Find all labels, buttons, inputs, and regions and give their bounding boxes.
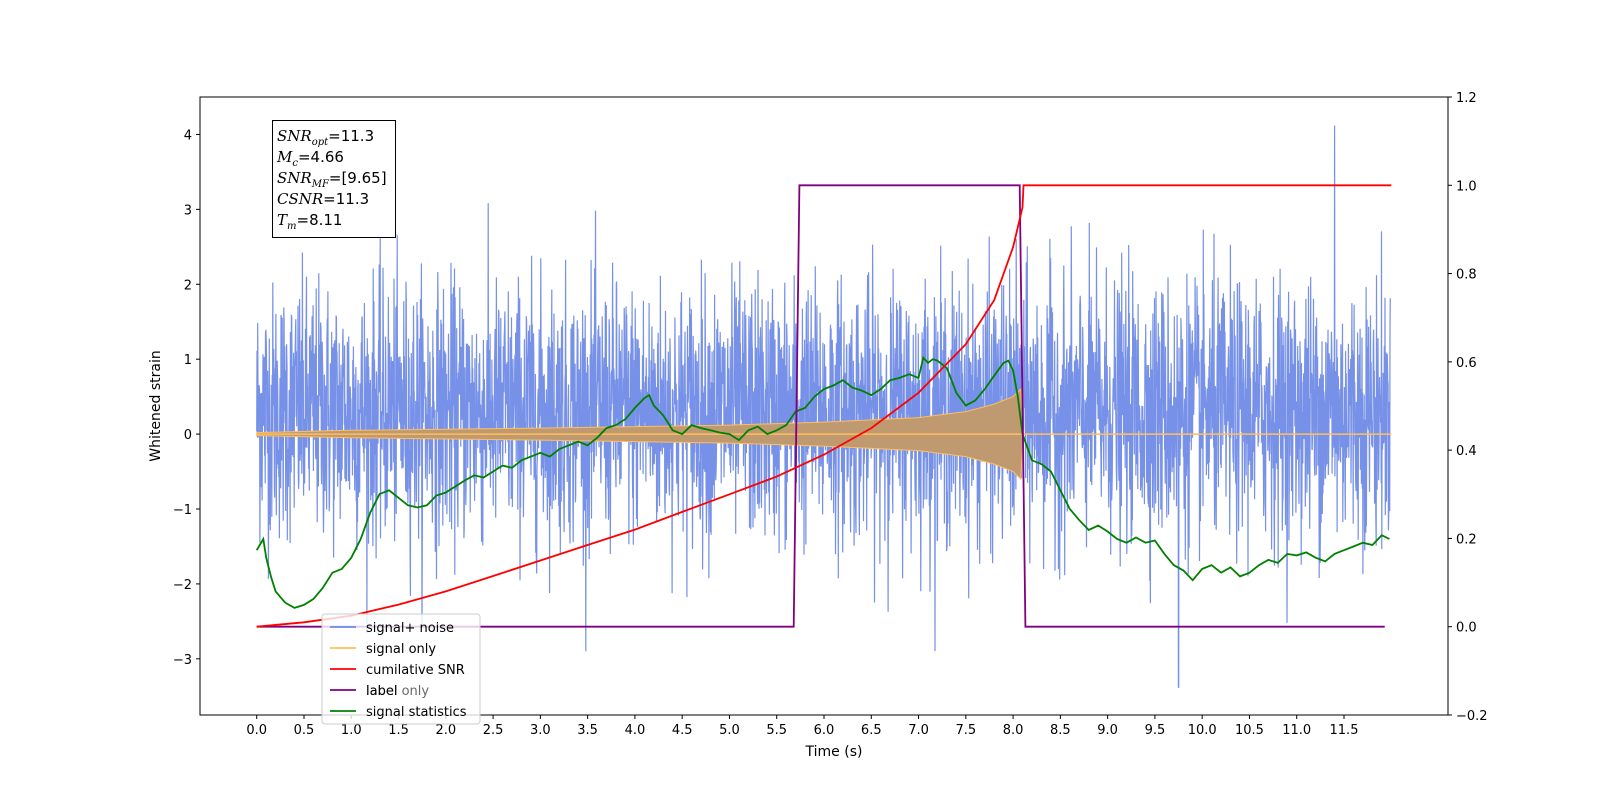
label-line — [256, 184, 1385, 628]
x-tick-label: 1.5 — [388, 723, 409, 738]
y-tick-label: 3 — [184, 203, 192, 218]
x-tick-label: 6.0 — [814, 723, 835, 738]
legend-label-label: label — [366, 684, 397, 699]
y-right-tick-label: 0.8 — [1456, 268, 1477, 283]
stats-annotation-box: SNRopt=11.3 Mc=4.66 SNRMF=[9.65] CSNR=11… — [272, 120, 396, 238]
y-right-tick-label: −0.2 — [1456, 709, 1488, 724]
csnr-annotation: CSNR=11.3 — [277, 190, 370, 208]
x-tick-label: 7.0 — [908, 723, 929, 738]
x-tick-label: 11.0 — [1282, 723, 1311, 738]
legend-signal-statistics-label: signal statistics — [366, 705, 467, 720]
chirp-mass-annotation: Mc=4.66 — [277, 148, 344, 169]
x-tick-label: 8.5 — [1050, 723, 1071, 738]
legend-overlap-text: label only — [366, 684, 429, 699]
x-tick-label: 8.0 — [1003, 723, 1024, 738]
x-tick-label: 5.0 — [719, 723, 740, 738]
y-right-tick-label: 0.0 — [1456, 621, 1477, 636]
y-tick-label: 2 — [184, 278, 192, 293]
x-tick-label: 3.5 — [577, 723, 598, 738]
y-axis-label: Whitened strain — [148, 350, 164, 461]
legend-signal-plus-noise-label: signal+ noise — [366, 621, 454, 636]
x-axis-label: Time (s) — [805, 744, 863, 760]
x-tick-label: 3.0 — [530, 723, 551, 738]
y-tick-label: 4 — [184, 128, 192, 143]
x-tick-label: 1.0 — [341, 723, 362, 738]
y-tick-label: 0 — [184, 428, 192, 443]
y-right-tick-label: 0.4 — [1456, 444, 1477, 459]
x-tick-label: 9.0 — [1097, 723, 1118, 738]
x-tick-label: 4.0 — [625, 723, 646, 738]
legend-cumulative-snr-label: cumilative SNR — [366, 663, 465, 678]
x-tick-label: 7.5 — [955, 723, 976, 738]
x-tick-label: 10.0 — [1188, 723, 1217, 738]
cumulative-snr-line — [256, 184, 1392, 628]
x-tick-label: 6.5 — [861, 723, 882, 738]
y-tick-label: −3 — [173, 653, 192, 668]
y-tick-label: −1 — [173, 503, 192, 518]
legend-box — [321, 613, 481, 725]
y-right-tick-label: 1.0 — [1456, 179, 1477, 194]
snr-opt-annotation: SNRopt=11.3 — [277, 127, 375, 148]
x-tick-label: 9.5 — [1145, 723, 1166, 738]
y-tick-label: 1 — [184, 353, 192, 368]
x-tick-label: 10.5 — [1235, 723, 1264, 738]
signal-statistics-line — [255, 355, 1390, 609]
y-right-tick-label: 0.6 — [1456, 356, 1477, 371]
x-tick-label: 11.5 — [1330, 723, 1359, 738]
x-tick-label: 0.5 — [294, 723, 315, 738]
x-tick-label: 4.5 — [672, 723, 693, 738]
legend-signal-only-label: signal only — [366, 642, 436, 657]
merger-time-annotation: Tm=8.11 — [277, 211, 343, 232]
signal-plus-noise-line — [256, 125, 1391, 688]
y-right-tick-label: 1.2 — [1456, 91, 1477, 106]
x-tick-label: 5.5 — [766, 723, 787, 738]
x-tick-label: 2.0 — [435, 723, 456, 738]
x-tick-label: 0.0 — [246, 723, 267, 738]
x-tick-label: 2.5 — [483, 723, 504, 738]
snr-mf-annotation: SNRMF=[9.65] — [277, 169, 387, 190]
y-tick-label: −2 — [173, 578, 192, 593]
y-right-tick-label: 0.2 — [1456, 532, 1477, 547]
